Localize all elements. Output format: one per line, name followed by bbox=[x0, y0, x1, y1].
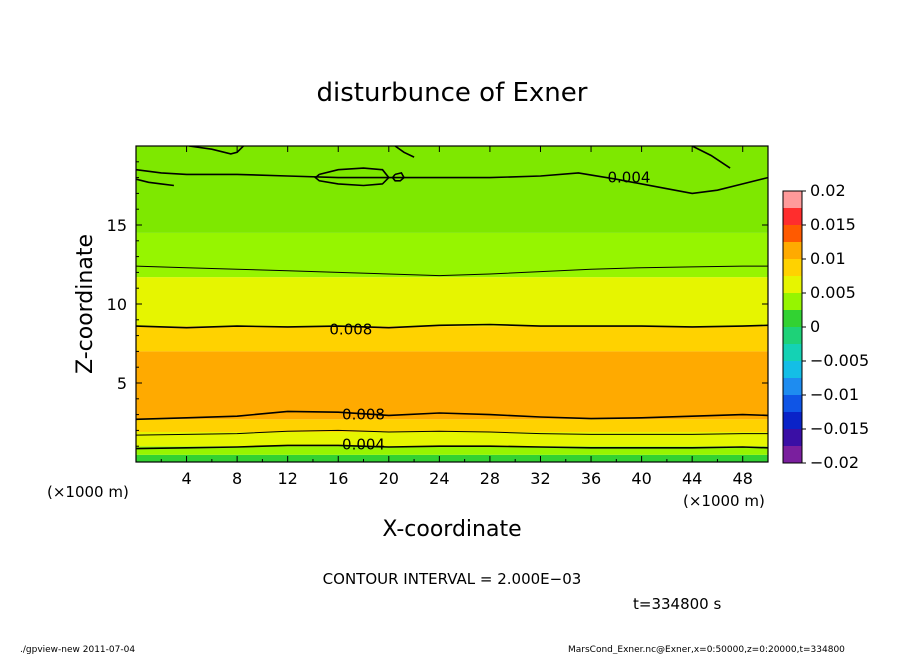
contour-line-11 bbox=[691, 146, 731, 169]
colorbar-band-7 bbox=[783, 327, 802, 344]
field-layer-4 bbox=[136, 351, 768, 420]
x-tick-label-0: 4 bbox=[181, 469, 191, 488]
field-layer-8 bbox=[136, 146, 768, 233]
colorbar-band-10 bbox=[783, 276, 802, 293]
field-layer-7 bbox=[136, 232, 768, 278]
field-layer-3 bbox=[136, 419, 768, 432]
plot-area: 0.004 0.008 0.008 0.004 bbox=[135, 145, 769, 463]
field-layer-0 bbox=[136, 454, 768, 462]
contour-label-1: 0.008 bbox=[329, 320, 372, 338]
x-tick-label-2: 12 bbox=[278, 469, 298, 488]
field-layer-5 bbox=[136, 326, 768, 352]
colorbar-band-8 bbox=[783, 310, 802, 327]
y-tick-label-2: 15 bbox=[107, 216, 127, 235]
x-tick-label-5: 24 bbox=[429, 469, 449, 488]
contour-label-0: 0.004 bbox=[607, 169, 650, 187]
colorbar-band-6 bbox=[783, 344, 802, 361]
colorbar-band-5 bbox=[783, 361, 802, 378]
y-tick-label-1: 10 bbox=[107, 295, 127, 314]
x-axis-ticks: 4 8 12 16 20 24 28 32 36 40 44 48 bbox=[160, 146, 753, 488]
colorbar-band-3 bbox=[783, 395, 802, 412]
colorbar-band-0 bbox=[783, 446, 802, 463]
x-tick-label-7: 32 bbox=[530, 469, 550, 488]
color-field bbox=[136, 146, 768, 462]
x-tick-label-3: 16 bbox=[328, 469, 348, 488]
x-axis-label: X-coordinate bbox=[382, 517, 521, 542]
colorbar-band-2 bbox=[783, 412, 802, 429]
colorbar-band-14 bbox=[783, 208, 802, 225]
colorbar-tick-label-1: 0.015 bbox=[810, 215, 856, 234]
chart-title: disturbunce of Exner bbox=[317, 78, 588, 108]
colorbar-band-15 bbox=[783, 191, 802, 208]
colorbar-band-9 bbox=[783, 293, 802, 310]
colorbar-bands bbox=[783, 191, 802, 463]
colorbar-band-11 bbox=[783, 259, 802, 276]
contour-labels: 0.004 0.008 0.008 0.004 bbox=[329, 169, 650, 454]
colorbar: 0.02 0.015 0.01 0.005 0 −0.005 −0.01 −0.015 −0.0… bbox=[782, 181, 869, 472]
colorbar-ticks: 0.02 0.015 0.01 0.005 0 −0.005 −0.01 −0.015 −0.0… bbox=[802, 181, 869, 472]
contour-lines bbox=[136, 146, 768, 450]
field-layer-1 bbox=[136, 446, 768, 455]
contour-label-3: 0.004 bbox=[342, 436, 385, 454]
contour-line-2 bbox=[136, 410, 768, 421]
x-tick-label-9: 40 bbox=[631, 469, 651, 488]
colorbar-tick-label-2: 0.01 bbox=[810, 249, 846, 268]
colorbar-tick-label-4: 0 bbox=[810, 317, 820, 336]
y-tick-label-0: 5 bbox=[117, 374, 127, 393]
colorbar-band-13 bbox=[783, 225, 802, 242]
colorbar-tick-label-0: 0.02 bbox=[810, 181, 846, 200]
footer-right: MarsCond_Exner.nc@Exner,x=0:50000,z=0:20… bbox=[568, 645, 845, 654]
contour-line-3 bbox=[136, 323, 768, 329]
y-axis-ticks: 5 10 15 bbox=[107, 161, 768, 447]
contour-line-6 bbox=[314, 167, 390, 187]
contour-label-2: 0.008 bbox=[342, 406, 385, 424]
x-tick-label-10: 44 bbox=[682, 469, 702, 488]
contour-interval-text: CONTOUR INTERVAL = 2.000E−03 bbox=[323, 570, 582, 588]
time-text: t=334800 s bbox=[633, 595, 721, 613]
contour-line-0 bbox=[136, 444, 768, 450]
x-tick-label-1: 8 bbox=[232, 469, 242, 488]
contour-line-1 bbox=[136, 429, 768, 436]
colorbar-tick-label-6: −0.01 bbox=[810, 385, 859, 404]
colorbar-band-12 bbox=[783, 242, 802, 259]
colorbar-tick-label-5: −0.005 bbox=[810, 351, 869, 370]
colorbar-band-1 bbox=[783, 429, 802, 446]
footer-left: ./gpview-new 2011-07-04 bbox=[20, 645, 135, 654]
contour-line-4 bbox=[136, 265, 768, 277]
contour-line-5 bbox=[136, 168, 768, 195]
x-unit-right: (×1000 m) bbox=[683, 492, 765, 510]
contour-line-10 bbox=[394, 146, 415, 158]
x-tick-label-8: 36 bbox=[581, 469, 601, 488]
contour-line-9 bbox=[188, 146, 244, 155]
x-tick-label-6: 28 bbox=[480, 469, 500, 488]
y-axis-label: Z-coordinate bbox=[73, 234, 98, 374]
x-tick-label-11: 48 bbox=[733, 469, 753, 488]
colorbar-tick-label-8: −0.02 bbox=[810, 453, 859, 472]
field-layer-6 bbox=[136, 277, 768, 327]
colorbar-band-4 bbox=[783, 378, 802, 395]
contour-line-8 bbox=[136, 178, 175, 187]
field-layer-2 bbox=[136, 431, 768, 447]
x-unit-left: (×1000 m) bbox=[47, 483, 129, 501]
colorbar-tick-label-3: 0.005 bbox=[810, 283, 856, 302]
x-tick-label-4: 20 bbox=[379, 469, 399, 488]
colorbar-tick-label-7: −0.015 bbox=[810, 419, 869, 438]
contour-line-7 bbox=[391, 171, 406, 182]
